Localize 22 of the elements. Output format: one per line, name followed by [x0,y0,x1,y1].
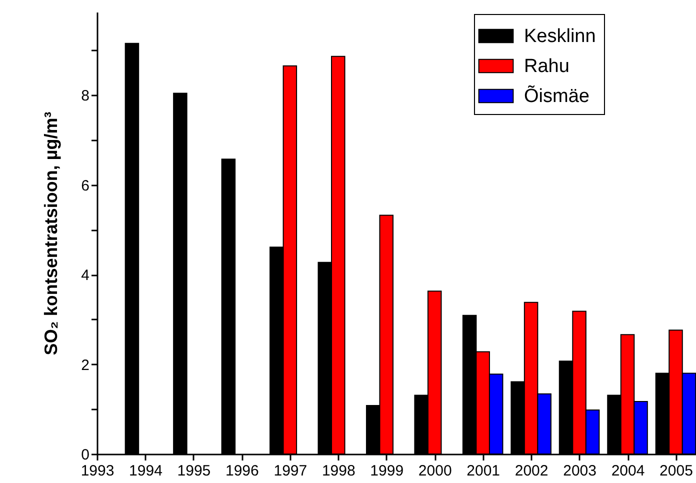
x-tick-label: 1995 [177,462,211,480]
legend-label: Kesklinn [524,26,596,47]
y-axis-title: SO₂ kontsentratsioon, µg/m³ [41,112,62,356]
x-tick-label: 2001 [466,462,500,480]
x-tick-label: 2005 [660,462,693,480]
x-tick-label: 2004 [611,462,645,480]
y-tick-label: 2 [81,356,90,374]
legend-label: Rahu [524,56,570,77]
y-tick-label: 4 [81,267,90,284]
x-tick-label: 2000 [418,462,452,480]
x-tick-label: 1998 [322,462,356,480]
x-tick-label: 1997 [274,462,308,480]
x-tick-label: 1996 [226,462,259,480]
x-tick-label: 1999 [370,462,404,480]
y-tick-label: 8 [81,88,90,105]
x-tick-label: 2002 [514,462,548,480]
y-tick-label: 6 [81,177,90,194]
x-tick-label: 1994 [129,462,162,480]
x-tick-label: 1993 [80,462,114,480]
legend-label: Õismäe [524,85,590,107]
y-tick-label: 0 [81,446,90,464]
x-tick-label: 2003 [563,462,596,480]
